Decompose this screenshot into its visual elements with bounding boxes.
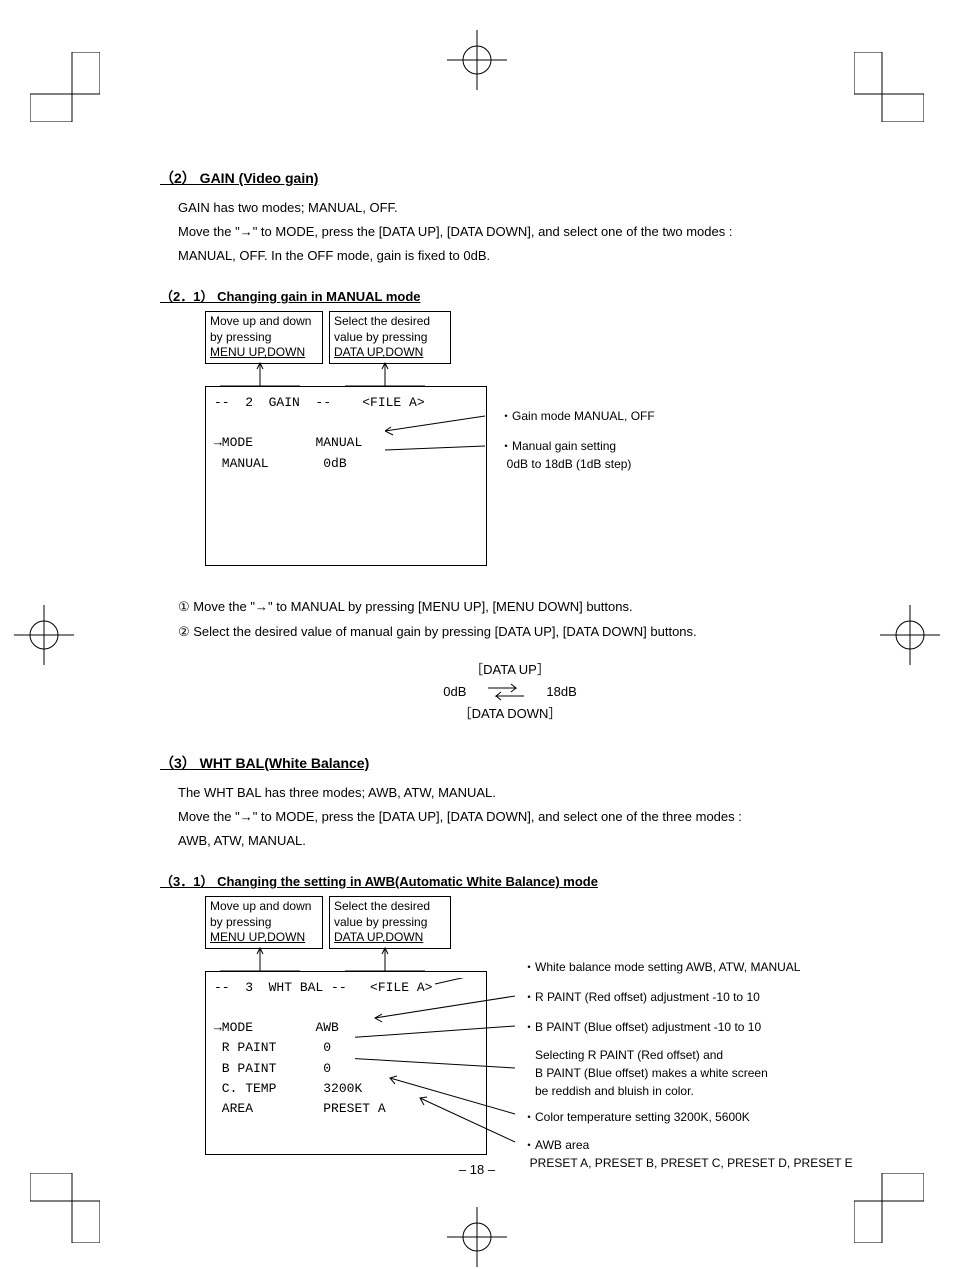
reg-mark-bottom	[447, 1207, 507, 1267]
sec2-step1: ① Move the "→" to MANUAL by pressing [ME…	[178, 595, 860, 620]
range-arrows-icon	[486, 682, 526, 702]
hint-r2: value by pressing	[334, 330, 427, 344]
sec2-heading: （2） GAIN (Video gain)	[160, 168, 860, 188]
sec2-p2: Move the "→" to MODE, press the [DATA UP…	[178, 220, 860, 244]
page-number: – 18 –	[0, 1162, 954, 1177]
reg-mark-right	[880, 605, 940, 665]
sec2-diagram: Move up and down by pressing MENU UP,DOW…	[205, 311, 860, 581]
content-area: （2） GAIN (Video gain) GAIN has two modes…	[160, 168, 860, 1196]
range-high: 18dB	[546, 681, 576, 703]
sec3-anno2: R PAINT (Red offset) adjustment -10 to 1…	[523, 988, 760, 1006]
sec2-p3: MANUAL, OFF. In the OFF mode, gain is fi…	[178, 244, 860, 268]
sec3-value-arrows	[355, 978, 535, 1148]
menu-r1v: MANUAL	[315, 435, 362, 450]
crop-mark-br	[854, 1173, 924, 1243]
menu-r1l: →MODE	[214, 435, 253, 450]
sec2-anno2: Manual gain setting 0dB to 18dB (1dB ste…	[500, 437, 631, 473]
sec3-p2: Move the "→" to MODE, press the [DATA UP…	[178, 805, 860, 829]
sec2-hintbox-right: Select the desired value by pressing DAT…	[329, 311, 451, 364]
sec3-hintbox-right: Select the desired value by pressing DAT…	[329, 896, 451, 949]
hint-l2: by pressing	[210, 330, 271, 344]
sec3-anno3: B PAINT (Blue offset) adjustment -10 to …	[523, 1018, 761, 1036]
sec2-sub1: （2．1） Changing gain in MANUAL mode	[160, 286, 860, 305]
sec3-hint-arrows	[205, 946, 485, 976]
crop-mark-tl	[30, 52, 100, 122]
sec2-step2: ② Select the desired value of manual gai…	[178, 620, 860, 645]
menu-r2l: MANUAL	[214, 456, 269, 471]
sec3-heading: （3） WHT BAL(White Balance)	[160, 753, 860, 773]
sec2-hintbox-left: Move up and down by pressing MENU UP,DOW…	[205, 311, 323, 364]
page: （2） GAIN (Video gain) GAIN has two modes…	[0, 0, 954, 1269]
sec2-steps: ① Move the "→" to MANUAL by pressing [ME…	[178, 595, 860, 644]
sec2-p1: GAIN has two modes; MANUAL, OFF.	[178, 196, 860, 220]
menu-title: -- 2 GAIN -- <FILE A>	[214, 395, 425, 410]
range-up: ［DATA UP］	[360, 659, 660, 681]
sec3-anno1: White balance mode setting AWB, ATW, MAN…	[523, 958, 800, 976]
reg-mark-left	[14, 605, 74, 665]
sec3-sub1: （3．1） Changing the setting in AWB(Automa…	[160, 871, 860, 890]
sec2-range: ［DATA UP］ 0dB 18dB ［DATA DOWN］	[360, 659, 660, 725]
sec2-hint-arrows	[205, 361, 485, 391]
sec3-p1: The WHT BAL has three modes; AWB, ATW, M…	[178, 781, 860, 805]
sec3-anno5: Color temperature setting 3200K, 5600K	[523, 1108, 750, 1126]
sec3-anno4: Selecting R PAINT (Red offset) and B PAI…	[535, 1046, 768, 1100]
range-down: ［DATA DOWN］	[360, 703, 660, 725]
crop-mark-bl	[30, 1173, 100, 1243]
range-low: 0dB	[443, 681, 466, 703]
hint-r1: Select the desired	[334, 314, 430, 328]
sec2-anno1: Gain mode MANUAL, OFF	[500, 407, 655, 425]
sec3-p3: AWB, ATW, MANUAL.	[178, 829, 860, 853]
reg-mark-top	[447, 30, 507, 90]
sec2-value-arrows	[385, 409, 515, 459]
hint-l1: Move up and down	[210, 314, 311, 328]
sec3-hintbox-left: Move up and down by pressing MENU UP,DOW…	[205, 896, 323, 949]
menu-r2v: 0dB	[323, 456, 346, 471]
crop-mark-tr	[854, 52, 924, 122]
hint-l3: MENU UP,DOWN	[210, 345, 305, 359]
hint-r3: DATA UP,DOWN	[334, 345, 423, 359]
sec3-diagram: Move up and down by pressing MENU UP,DOW…	[205, 896, 860, 1196]
